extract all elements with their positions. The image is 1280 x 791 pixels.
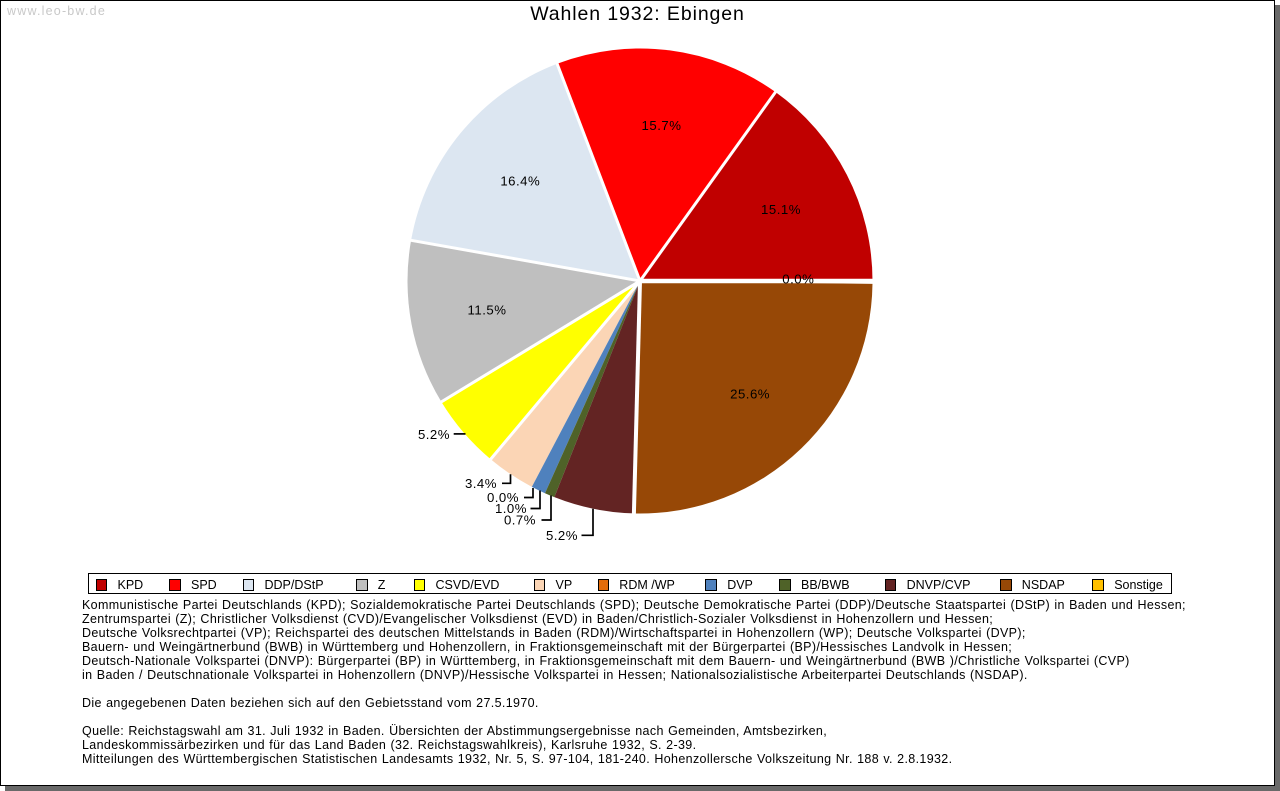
svg-text:1.0%: 1.0%	[495, 501, 527, 516]
svg-text:0.0%: 0.0%	[782, 272, 814, 287]
svg-text:15.7%: 15.7%	[642, 118, 682, 133]
svg-text:25.6%: 25.6%	[730, 387, 770, 402]
svg-text:0.0%: 0.0%	[487, 490, 519, 505]
svg-text:3.4%: 3.4%	[465, 476, 497, 491]
svg-text:11.5%: 11.5%	[468, 303, 507, 318]
svg-text:5.2%: 5.2%	[546, 528, 578, 543]
svg-text:15.1%: 15.1%	[761, 202, 801, 217]
svg-text:0.7%: 0.7%	[504, 513, 536, 528]
svg-text:5.2%: 5.2%	[418, 427, 450, 442]
svg-text:16.4%: 16.4%	[500, 174, 540, 189]
